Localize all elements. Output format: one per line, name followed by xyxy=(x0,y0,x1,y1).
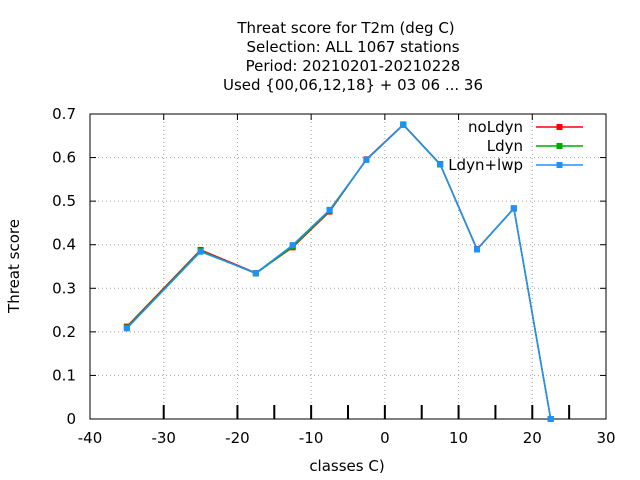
axis-ticks xyxy=(89,113,607,420)
plot-frame xyxy=(89,113,607,420)
y-tick-label: 0.6 xyxy=(52,149,76,167)
data-point xyxy=(326,206,333,213)
y-tick-label: 0.4 xyxy=(52,236,76,254)
x-tick-label: -30 xyxy=(151,429,176,447)
y-tick-label: 0 xyxy=(66,410,76,428)
x-tick-label: -20 xyxy=(225,429,250,447)
x-tick-labels: -40 -30 -20 -10 0 10 20 30 xyxy=(78,429,616,447)
y-tick-label: 0.5 xyxy=(52,192,76,210)
x-tick-label: 10 xyxy=(449,429,468,447)
series-ldyn-lwp xyxy=(123,121,554,422)
x-tick-label: 20 xyxy=(523,429,542,447)
y-tick-label: 0.2 xyxy=(52,323,76,341)
legend-swatch-marker xyxy=(556,143,563,149)
legend-swatch-marker xyxy=(556,124,563,130)
data-point xyxy=(289,242,296,249)
y-tick-label: 0.3 xyxy=(52,279,76,297)
title-line-4: Used {00,06,12,18} + 03 06 ... 36 xyxy=(223,76,483,94)
y-tick-label: 0.7 xyxy=(52,105,76,123)
y-axis-label: Threat score xyxy=(5,219,23,314)
legend-label: Ldyn+lwp xyxy=(448,156,523,174)
chart-title: Threat score for T2m (deg C) Selection: … xyxy=(223,19,483,94)
legend-label: Ldyn xyxy=(487,137,523,155)
data-point xyxy=(123,325,130,332)
y-tick-labels: 0 0.1 0.2 0.3 0.4 0.5 0.6 0.7 xyxy=(52,105,76,428)
data-point xyxy=(363,156,370,163)
data-point xyxy=(252,270,259,277)
x-axis-label: classes C) xyxy=(309,457,384,475)
x-tick-label: 0 xyxy=(380,429,390,447)
legend-swatch-marker xyxy=(556,162,563,168)
data-point xyxy=(547,416,554,422)
x-tick-label: 30 xyxy=(596,429,615,447)
title-line-2: Selection: ALL 1067 stations xyxy=(246,38,459,56)
x-tick-label: -10 xyxy=(299,429,324,447)
title-line-1: Threat score for T2m (deg C) xyxy=(236,19,454,37)
y-tick-label: 0.1 xyxy=(52,366,76,384)
data-point xyxy=(474,246,480,253)
legend-label: noLdyn xyxy=(468,118,523,136)
title-line-3: Period: 20210201-20210228 xyxy=(246,57,461,75)
data-point xyxy=(197,248,204,255)
data-point xyxy=(400,121,407,128)
data-point xyxy=(437,161,444,168)
series-lines xyxy=(123,121,554,422)
x-tick-label: -40 xyxy=(78,429,103,447)
data-point xyxy=(510,205,517,212)
grid xyxy=(90,114,606,419)
